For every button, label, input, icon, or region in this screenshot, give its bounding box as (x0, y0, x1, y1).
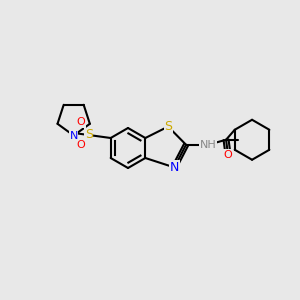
Text: S: S (164, 120, 172, 133)
Text: S: S (85, 128, 93, 142)
Text: NH: NH (200, 140, 216, 150)
Text: N: N (70, 130, 78, 140)
Text: O: O (76, 117, 85, 127)
Text: O: O (76, 140, 85, 150)
Text: N: N (169, 161, 179, 174)
Text: O: O (224, 150, 233, 160)
